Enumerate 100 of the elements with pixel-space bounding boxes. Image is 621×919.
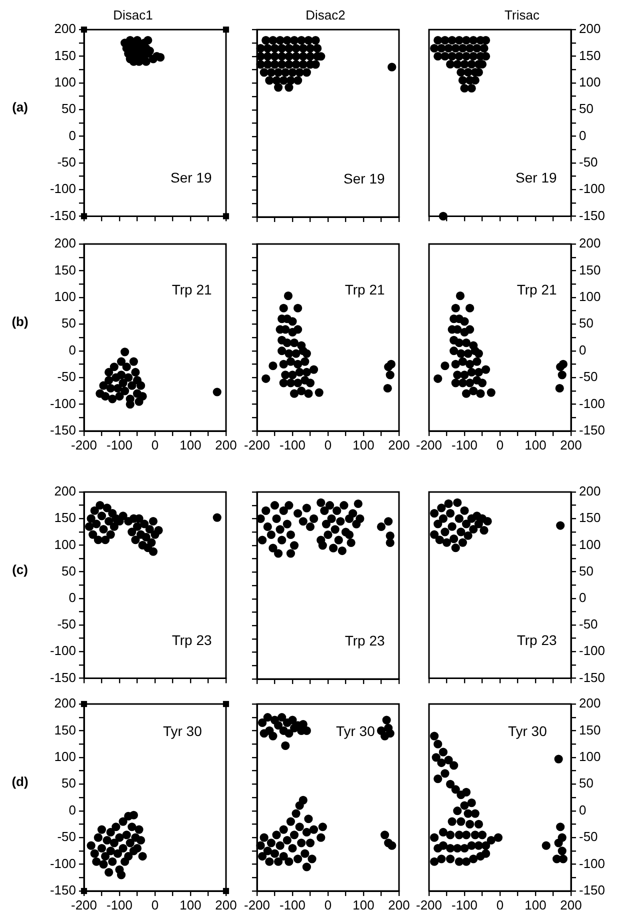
y2-tick-label: 50: [579, 776, 594, 791]
point: [434, 520, 442, 528]
annotation: Trp 21: [172, 282, 212, 298]
point: [467, 841, 476, 850]
point: [444, 44, 453, 53]
point: [106, 384, 115, 393]
point: [110, 522, 118, 531]
point: [278, 713, 286, 722]
point: [329, 544, 338, 552]
point: [318, 822, 327, 832]
point: [101, 852, 110, 861]
point: [302, 504, 311, 512]
point: [434, 374, 442, 383]
point: [382, 716, 391, 724]
annotation: Trp 21: [516, 282, 558, 298]
point: [430, 44, 439, 53]
x-tick-label: -200: [70, 437, 98, 452]
point: [440, 362, 450, 370]
point: [212, 388, 222, 396]
point: [469, 36, 478, 45]
y-tick-label: 150: [54, 262, 76, 278]
x-tick-label: 200: [560, 437, 582, 452]
point: [311, 36, 320, 45]
x-tick-label: -200: [416, 897, 442, 912]
x-tick-label: 100: [524, 437, 546, 452]
point: [476, 389, 485, 398]
x-tick-label: -200: [244, 437, 270, 452]
point: [460, 60, 469, 69]
point: [440, 36, 450, 45]
annotation: Trp 23: [172, 632, 212, 648]
point: [92, 857, 101, 866]
point: [494, 833, 503, 842]
point: [454, 514, 464, 523]
point: [268, 362, 278, 370]
point: [446, 508, 455, 518]
point: [438, 514, 448, 523]
point: [462, 788, 471, 796]
point: [106, 530, 115, 539]
point: [286, 357, 296, 366]
point: [466, 44, 474, 53]
point: [288, 317, 297, 326]
point: [122, 362, 131, 372]
point: [464, 68, 472, 77]
point: [294, 509, 302, 518]
point: [118, 817, 128, 826]
text: (d): [12, 774, 28, 790]
point: [320, 506, 329, 515]
point: [430, 833, 439, 842]
point: [118, 378, 128, 388]
point: [345, 530, 354, 540]
point: [322, 520, 331, 528]
point: [274, 68, 283, 77]
point: [451, 44, 460, 53]
point: [104, 516, 114, 526]
point: [85, 522, 94, 531]
point: [438, 841, 448, 850]
y-tick-label: -100: [50, 643, 76, 658]
point: [458, 357, 468, 366]
point: [140, 520, 149, 528]
point: [451, 304, 460, 312]
y-tick-label: -50: [57, 369, 76, 384]
y-tick-label: 0: [68, 342, 76, 358]
point: [466, 820, 474, 829]
x-tick-label: 200: [388, 437, 410, 452]
y2-tick-label: 0: [579, 342, 586, 358]
point: [313, 44, 322, 53]
point: [302, 368, 311, 377]
point: [106, 828, 115, 837]
point: [430, 857, 439, 866]
point: [558, 370, 566, 380]
text: (b): [12, 314, 28, 330]
point: [444, 499, 453, 508]
point: [131, 368, 140, 377]
y-tick-label: -50: [57, 616, 76, 632]
point: [458, 538, 468, 547]
point: [292, 349, 300, 358]
point: [110, 362, 118, 372]
point: [297, 838, 306, 848]
y-tick-label: 50: [62, 316, 76, 331]
point: [466, 360, 474, 369]
point: [142, 532, 150, 542]
y-tick-label: 50: [62, 776, 76, 791]
point: [300, 357, 310, 366]
point: [556, 822, 565, 832]
point: [281, 370, 290, 380]
point: [453, 806, 462, 816]
point: [286, 549, 296, 558]
point: [263, 846, 272, 856]
point: [356, 514, 364, 524]
point: [131, 536, 140, 544]
point: [286, 817, 296, 826]
point: [444, 756, 453, 764]
point: [454, 36, 464, 45]
y-tick-label: -150: [50, 882, 76, 898]
annotation: Trp 23: [516, 632, 558, 648]
chart-title: Trisac: [504, 7, 540, 22]
chart-title: Disac2: [306, 7, 346, 22]
x-tick-label: 0: [324, 897, 332, 912]
x-tick-label: -100: [451, 437, 478, 452]
point: [268, 36, 278, 45]
